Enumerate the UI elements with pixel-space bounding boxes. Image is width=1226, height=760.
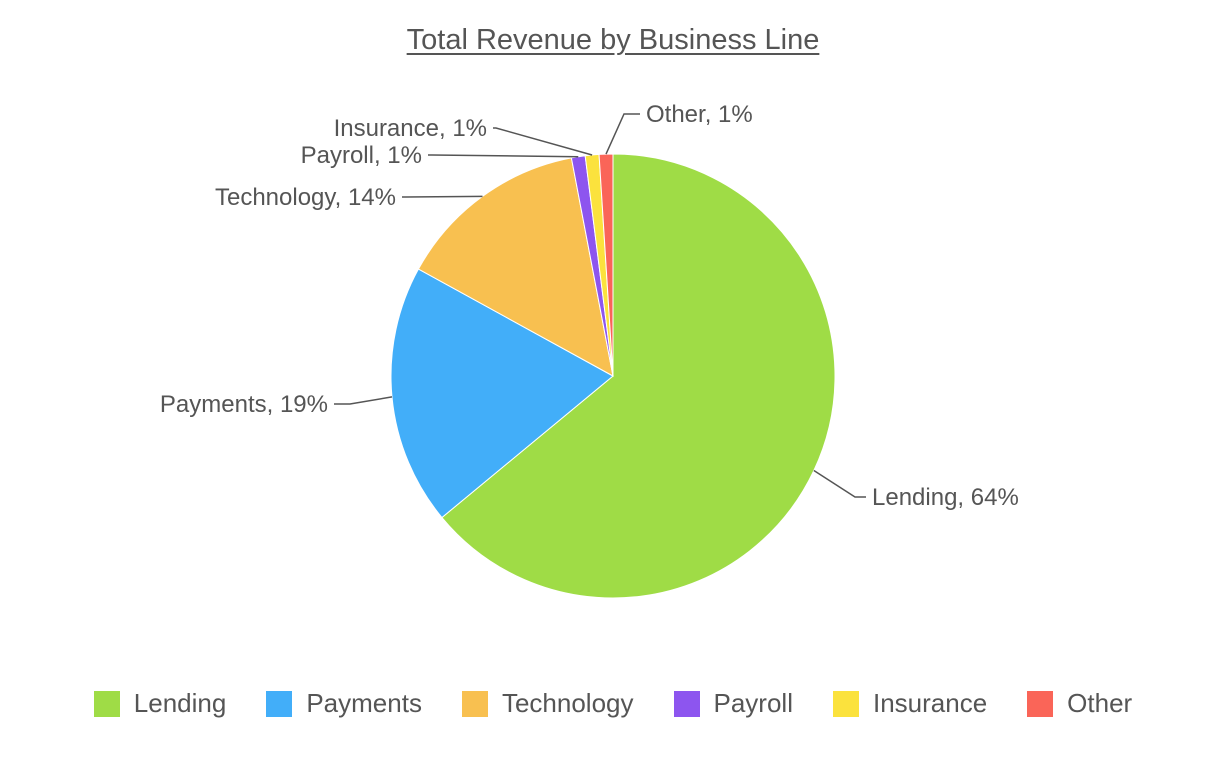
data-label-other: Other, 1% [646,101,753,128]
legend-swatch [1027,690,1054,717]
pie-slice-other[interactable] [598,153,614,377]
data-label-payments: Payments, 19% [160,391,328,418]
legend-label: Payroll [713,688,793,718]
legend-item-technology[interactable]: Technology [461,688,634,719]
legend-label: Other [1067,688,1133,718]
chart-title: Total Revenue by Business Line [406,24,820,56]
legend-swatch [93,690,120,717]
data-label-payroll: Payroll, 1% [301,142,422,169]
data-label-technology: Technology, 14% [215,184,396,211]
legend-item-lending[interactable]: Lending [93,688,227,719]
legend-swatch [266,690,293,717]
leader-line-insurance [493,127,593,156]
leader-line-lending [813,469,866,498]
legend-label: Lending [133,688,227,718]
legend-item-payroll[interactable]: Payroll [673,688,793,719]
data-label-lending: Lending, 64% [872,484,1019,511]
legend-label: Technology [501,688,634,718]
pie-slice-payments[interactable] [390,268,614,519]
leader-line-payroll [428,154,579,158]
legend-swatch [832,690,859,717]
leader-line-other [605,113,640,155]
legend-label: Insurance [872,688,988,718]
data-label-insurance: Insurance, 1% [334,115,487,142]
leader-line-payments [334,396,393,405]
legend-item-insurance[interactable]: Insurance [832,688,988,719]
legend: Lending Payments Technology Payroll Insuranc… [0,688,1226,719]
legend-swatch [461,690,488,717]
legend-swatch [673,690,700,717]
legend-item-payments[interactable]: Payments [266,688,422,719]
legend-label: Payments [306,688,422,718]
legend-item-other[interactable]: Other [1027,688,1132,719]
leader-line-technology [402,195,483,198]
